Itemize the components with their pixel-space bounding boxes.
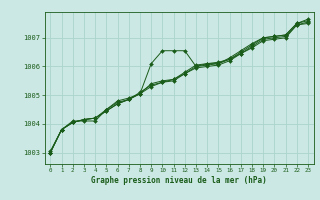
X-axis label: Graphe pression niveau de la mer (hPa): Graphe pression niveau de la mer (hPa) bbox=[91, 176, 267, 185]
